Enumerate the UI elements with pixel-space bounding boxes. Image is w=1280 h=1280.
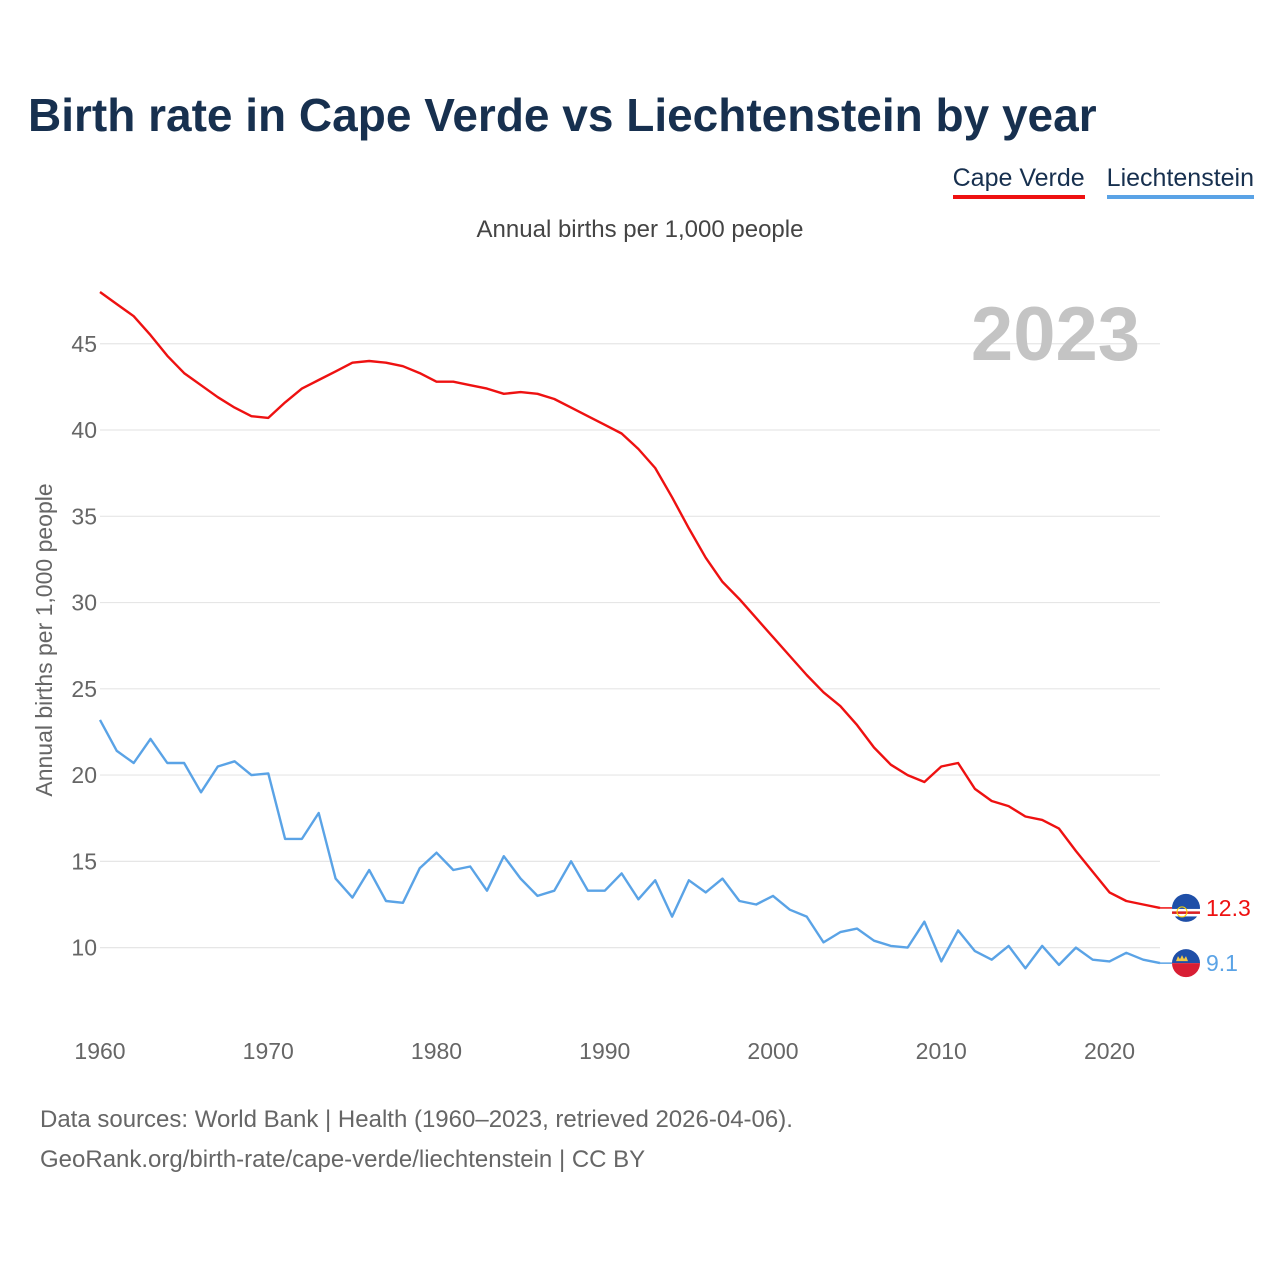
y-axis-label: Annual births per 1,000 people [31, 483, 57, 796]
end-value-label-liechtenstein: 9.1 [1206, 950, 1238, 976]
x-tick-label: 1980 [411, 1038, 462, 1064]
x-tick-label: 1970 [243, 1038, 294, 1064]
y-axis-ticks: 10 15 20 25 30 35 40 45 [71, 331, 97, 961]
end-markers: 12.3 9.1 [1160, 893, 1251, 978]
series-line-liechtenstein[interactable] [98, 719, 1161, 970]
legend-liechtenstein[interactable]: Liechtenstein [1106, 164, 1254, 199]
year-watermark: 2023 [971, 292, 1140, 377]
y-tick-label: 15 [71, 848, 97, 874]
x-axis-ticks: 1960 1970 1980 1990 2000 2010 2020 [74, 1038, 1135, 1064]
y-tick-label: 10 [71, 935, 97, 961]
series-group [98, 291, 1161, 970]
y-tick-label: 20 [71, 762, 97, 788]
line-chart: 10 15 20 25 30 35 40 45 1960 1970 1980 1990 2000 201… [31, 291, 1251, 1064]
footer-sources: Data sources: World Bank | Health (1960–… [40, 1106, 793, 1133]
legend-cape-verde[interactable]: Cape Verde [952, 164, 1085, 199]
gridlines [100, 343, 1160, 949]
legend: Cape Verde Liechtenstein [952, 164, 1254, 199]
x-tick-label: 1990 [579, 1038, 630, 1064]
footer-link[interactable]: GeoRank.org/birth-rate/cape-verde/liecht… [40, 1146, 646, 1173]
x-tick-label: 2020 [1084, 1038, 1135, 1064]
x-tick-label: 2010 [916, 1038, 967, 1064]
y-tick-label: 35 [71, 503, 97, 529]
end-value-label-cape-verde: 12.3 [1206, 895, 1251, 921]
series-line-cape-verde[interactable] [99, 291, 1161, 910]
chart-title: Birth rate in Cape Verde vs Liechtenstei… [28, 89, 1097, 141]
chart-subtitle: Annual births per 1,000 people [476, 216, 804, 243]
y-tick-label: 25 [71, 676, 97, 702]
flag-icon-liechtenstein [1172, 949, 1200, 978]
y-tick-label: 40 [71, 417, 97, 443]
y-tick-label: 30 [71, 590, 97, 616]
flag-icon-cape-verde [1172, 893, 1200, 922]
x-tick-label: 2000 [747, 1038, 798, 1064]
y-tick-label: 45 [71, 331, 97, 357]
x-tick-label: 1960 [74, 1038, 125, 1064]
